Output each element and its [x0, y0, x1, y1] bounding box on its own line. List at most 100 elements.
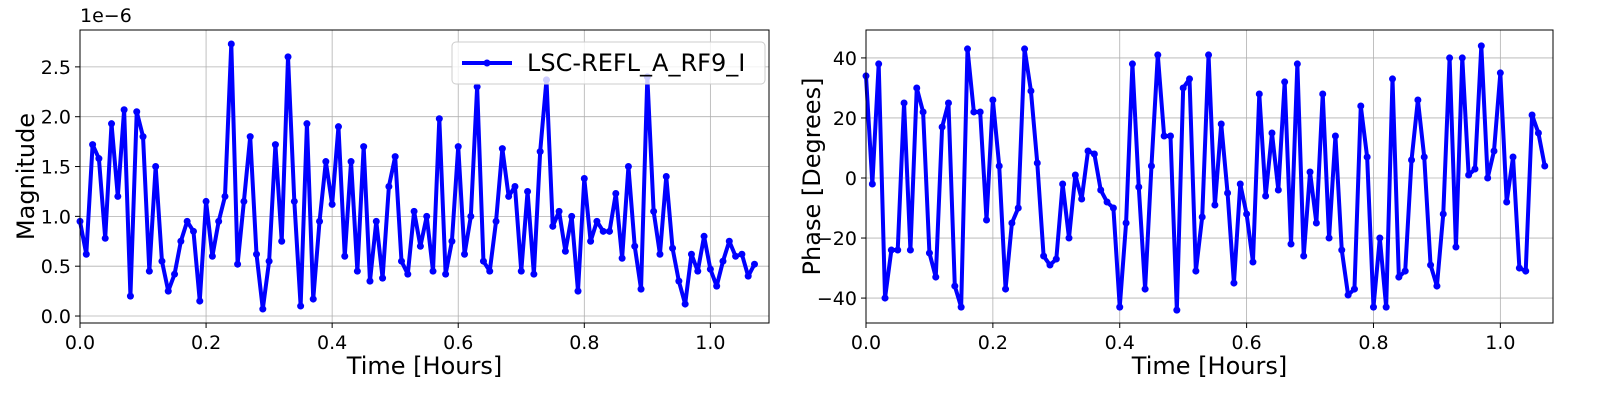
- point: [1179, 84, 1187, 92]
- x-axis-label: Time [Hours]: [1131, 352, 1287, 380]
- point: [108, 120, 116, 128]
- point: [1154, 51, 1162, 59]
- point: [1052, 255, 1060, 263]
- point: [1401, 267, 1409, 275]
- point: [1160, 132, 1168, 140]
- point: [101, 234, 109, 242]
- point: [1452, 243, 1460, 251]
- point: [360, 143, 368, 151]
- point: [1040, 252, 1048, 260]
- point: [177, 237, 185, 245]
- y-tick-label: 2.5: [41, 57, 71, 79]
- point: [171, 270, 179, 278]
- subplot: −40 −20 0 20 40 0.0 0.2 0.4 0.6 0.8 1.0 Time [Hours…: [798, 29, 1554, 380]
- point: [1471, 165, 1479, 173]
- x-tick-label: 0.8: [1358, 332, 1388, 354]
- point: [587, 237, 595, 245]
- point: [1236, 180, 1244, 188]
- point: [498, 145, 506, 153]
- point: [1173, 306, 1181, 314]
- point: [1281, 78, 1289, 86]
- legend-label: LSC-REFL_A_RF9_I: [527, 49, 745, 77]
- y-tick-label: 1.0: [41, 206, 71, 228]
- point: [530, 270, 538, 278]
- point: [1192, 267, 1200, 275]
- point: [938, 123, 946, 131]
- point: [334, 123, 342, 131]
- point: [875, 60, 883, 68]
- point: [900, 99, 908, 107]
- y-tick-label: 0.0: [41, 306, 71, 328]
- point: [265, 257, 273, 265]
- point: [416, 242, 424, 250]
- x-tick-label: 0.4: [317, 332, 347, 354]
- x-tick-label: 0.8: [569, 332, 599, 354]
- point: [1078, 195, 1086, 203]
- offset-text: 1e−6: [80, 5, 132, 27]
- point: [983, 216, 991, 224]
- point: [612, 189, 620, 197]
- legend-box: [451, 41, 766, 85]
- point: [479, 257, 487, 265]
- point: [1534, 129, 1542, 137]
- point: [505, 192, 513, 200]
- point: [322, 158, 330, 166]
- axes-frame: [79, 29, 770, 324]
- point: [1439, 210, 1447, 218]
- point: [404, 270, 412, 278]
- point: [561, 247, 569, 255]
- point: [700, 232, 708, 240]
- x-tick-label: 1.0: [1485, 332, 1515, 354]
- subplot: 0.0 0.5 1.0 1.5 2.0 2.5 0.0 0.2 0.4 0.6 0.8 1.0 Time…: [12, 5, 770, 380]
- point: [919, 108, 927, 116]
- point: [1021, 45, 1029, 53]
- point: [259, 305, 267, 313]
- point: [1458, 54, 1466, 62]
- point: [1408, 156, 1416, 164]
- point: [1243, 210, 1251, 218]
- point: [1528, 111, 1536, 119]
- point: [328, 200, 336, 208]
- point: [1186, 75, 1194, 83]
- point: [221, 192, 229, 200]
- point: [297, 302, 305, 310]
- point: [423, 212, 431, 220]
- point: [158, 257, 166, 265]
- point: [316, 217, 324, 225]
- point: [1046, 261, 1054, 269]
- point: [366, 277, 374, 285]
- point: [82, 250, 90, 258]
- point: [675, 277, 683, 285]
- point: [1002, 285, 1010, 293]
- point: [1420, 153, 1428, 161]
- point: [1446, 54, 1454, 62]
- point: [1306, 168, 1314, 176]
- point: [1414, 96, 1422, 104]
- point: [669, 244, 677, 252]
- point: [1071, 171, 1079, 179]
- point: [1350, 285, 1358, 293]
- point: [379, 274, 387, 282]
- point: [139, 133, 147, 141]
- point: [1509, 153, 1517, 161]
- legend: LSC-REFL_A_RF9_I: [451, 41, 766, 85]
- point: [1369, 303, 1377, 311]
- point: [429, 267, 437, 275]
- point: [145, 267, 153, 275]
- point: [95, 155, 103, 163]
- point: [970, 108, 978, 116]
- x-tick-label: 0.4: [1105, 332, 1135, 354]
- point: [227, 40, 235, 48]
- point: [1103, 198, 1111, 206]
- point: [687, 250, 695, 258]
- point: [618, 254, 626, 262]
- point: [1522, 267, 1530, 275]
- point: [271, 141, 279, 149]
- point: [524, 187, 532, 195]
- point: [868, 180, 876, 188]
- point: [989, 96, 997, 104]
- point: [435, 115, 443, 123]
- point: [1490, 147, 1498, 155]
- point: [957, 303, 965, 311]
- x-axis-label: Time [Hours]: [346, 352, 502, 380]
